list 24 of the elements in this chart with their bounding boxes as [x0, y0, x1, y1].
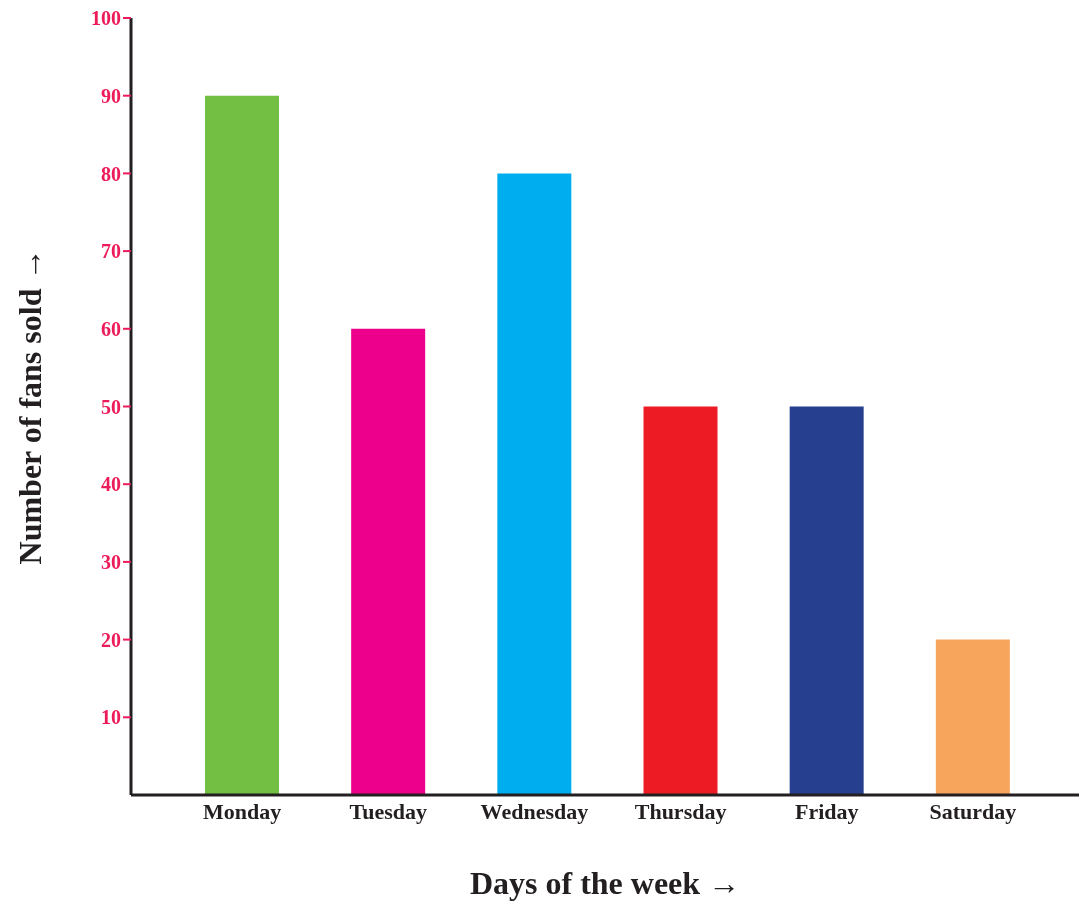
- y-tick-label: 100: [91, 7, 121, 30]
- bar: [351, 328, 426, 795]
- x-axis-title: Days of the week →: [469, 865, 741, 901]
- x-tick-label: Saturday: [929, 798, 1017, 824]
- y-axis-title: Number of fans sold →: [12, 248, 49, 565]
- y-tick-label: 80: [101, 162, 121, 185]
- x-tick-label: Monday: [202, 798, 282, 824]
- bar: [935, 639, 1010, 795]
- y-tick-label: 10: [101, 706, 121, 729]
- y-tick-label: 90: [101, 84, 121, 107]
- x-tick-label: Thursday: [634, 798, 727, 824]
- y-tick-label: 70: [101, 240, 121, 263]
- bar: [643, 406, 718, 795]
- bar: [789, 406, 864, 795]
- y-tick-label: 30: [101, 551, 121, 573]
- y-tick-label: 40: [101, 473, 121, 496]
- y-tick-label: 20: [101, 628, 121, 651]
- bar: [205, 95, 279, 795]
- y-tick-label: 60: [101, 317, 121, 340]
- x-tick-label: Wednesday: [480, 798, 589, 824]
- bar: [497, 173, 572, 795]
- x-tick-label: Tuesday: [349, 798, 427, 824]
- y-tick-label: 50: [101, 395, 121, 418]
- x-tick-label: Friday: [794, 798, 859, 824]
